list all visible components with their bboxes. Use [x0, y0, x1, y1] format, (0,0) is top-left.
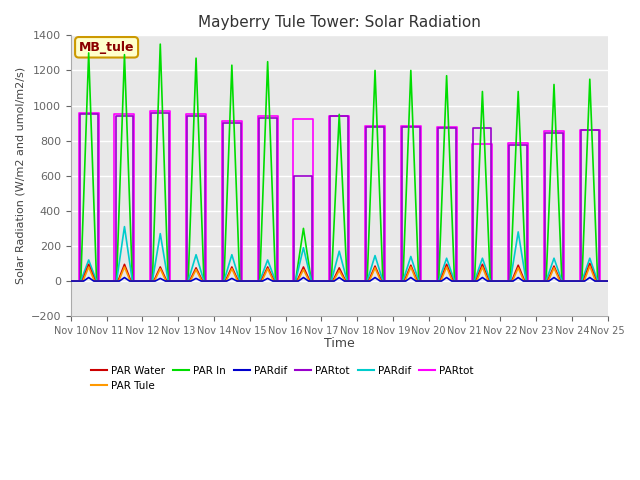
X-axis label: Time: Time — [324, 337, 355, 350]
Legend: PAR Water, PAR Tule, PAR In, PARdif, PARtot, PARdif, PARtot: PAR Water, PAR Tule, PAR In, PARdif, PAR… — [87, 361, 477, 395]
Text: MB_tule: MB_tule — [79, 41, 134, 54]
Y-axis label: Solar Radiation (W/m2 and umol/m2/s): Solar Radiation (W/m2 and umol/m2/s) — [15, 67, 25, 284]
Title: Mayberry Tule Tower: Solar Radiation: Mayberry Tule Tower: Solar Radiation — [198, 15, 481, 30]
